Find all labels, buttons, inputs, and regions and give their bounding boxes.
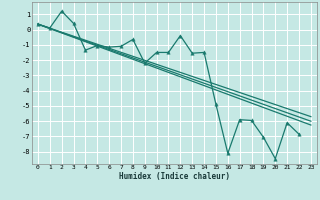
X-axis label: Humidex (Indice chaleur): Humidex (Indice chaleur) [119,172,230,181]
